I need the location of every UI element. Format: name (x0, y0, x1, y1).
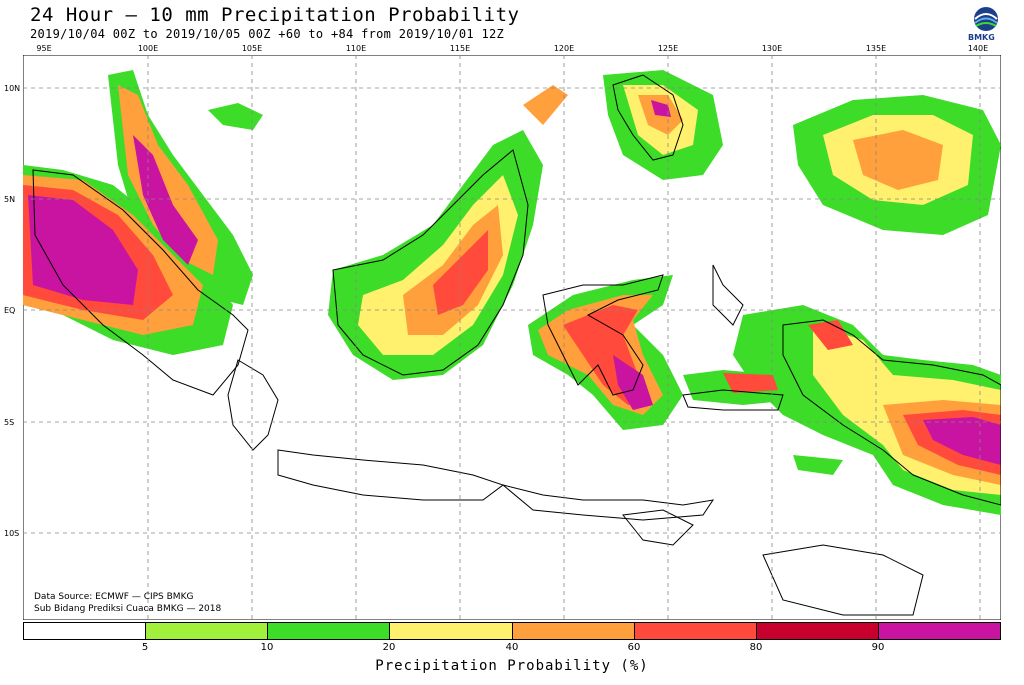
legend-tick-80: 80 (749, 642, 763, 653)
bmkg-logo-icon (974, 7, 998, 31)
precip-area-red (808, 320, 853, 350)
legend-box-80-90 (756, 622, 879, 640)
philippines-coast (612, 74, 684, 161)
lon-label-140e: 140E (967, 44, 989, 53)
legend-tick-10: 10 (260, 642, 274, 653)
lon-label-95e: 95E (36, 44, 52, 53)
precip-area-yellow (358, 175, 518, 355)
lat-label-eq: EQ (4, 306, 16, 315)
sumatra-coast (32, 169, 249, 396)
lat-label-5n: 5N (4, 195, 16, 204)
legend-box-90-100 (878, 622, 1001, 640)
maluku-coast (682, 389, 784, 411)
color-legend (23, 622, 1001, 640)
legend-tick-5: 5 (141, 642, 149, 653)
lon-label-115e: 115E (449, 44, 471, 53)
lon-label-110e: 110E (345, 44, 367, 53)
timor-coast (622, 509, 694, 546)
producer-credit: Sub Bidang Prediksi Cuaca BMKG — 2018 (34, 604, 222, 614)
lon-label-120e: 120E (553, 44, 575, 53)
legend-box-60-80 (634, 622, 757, 640)
legend-tick-40: 40 (505, 642, 519, 653)
precip-area-orange (523, 85, 568, 125)
borneo-coast (332, 149, 529, 376)
graticule (23, 55, 1001, 620)
lat-label-10s: 10S (4, 529, 20, 538)
legend-box-0-5 (23, 622, 147, 640)
papua-coast (782, 319, 1001, 506)
lon-label-130e: 130E (761, 44, 783, 53)
precip-area-magenta (28, 195, 138, 305)
nusa-tenggara-coast (502, 484, 715, 521)
halmahera-coast (712, 264, 744, 326)
lon-label-100e: 100E (137, 44, 159, 53)
legend-box-10-20 (268, 622, 391, 640)
lon-label-135e: 135E (865, 44, 887, 53)
legend-tick-20: 20 (382, 642, 396, 653)
lon-label-125e: 125E (657, 44, 679, 53)
precip-pacific-region (793, 95, 1001, 235)
precip-borneo-region (208, 85, 568, 380)
precip-sumatra-region (23, 70, 253, 355)
southern-sumatra-coast (227, 359, 279, 451)
precip-papua-region (683, 305, 1001, 515)
precipitation-map (23, 55, 1001, 620)
precip-area-magenta (133, 135, 198, 265)
australia-coast (762, 544, 924, 616)
lat-label-5s: 5S (4, 418, 15, 427)
sulawesi-coast (542, 274, 664, 396)
map-title: 24 Hour — 10 mm Precipitation Probabilit… (30, 4, 520, 26)
precip-philippines-region (603, 70, 723, 180)
precip-area-orange (853, 130, 943, 190)
precip-area-green (793, 455, 843, 475)
legend-title: Precipitation Probability (%) (375, 658, 649, 674)
logo-text: BMKG (968, 33, 995, 42)
lon-label-105e: 105E (241, 44, 263, 53)
precip-area-red (433, 230, 488, 315)
legend-box-40-60 (512, 622, 635, 640)
data-source-credit: Data Source: ECMWF — CIPS BMKG (34, 592, 194, 602)
java-coast (277, 449, 505, 501)
precip-area-magenta (651, 100, 671, 117)
precip-area-red (723, 373, 778, 393)
legend-box-20-40 (390, 622, 513, 640)
legend-tick-60: 60 (627, 642, 641, 653)
legend-box-5-10 (146, 622, 269, 640)
legend-tick-90: 90 (871, 642, 885, 653)
precip-area-orange (118, 85, 218, 275)
precip-sulawesi-region (528, 275, 683, 430)
precip-area-magenta (923, 417, 1001, 465)
coastlines (32, 74, 1001, 616)
lat-label-10n: 10N (4, 84, 21, 93)
precip-area-magenta (613, 355, 653, 410)
precip-area-green (208, 103, 263, 130)
map-subtitle: 2019/10/04 00Z to 2019/10/05 00Z +60 to … (30, 27, 505, 41)
